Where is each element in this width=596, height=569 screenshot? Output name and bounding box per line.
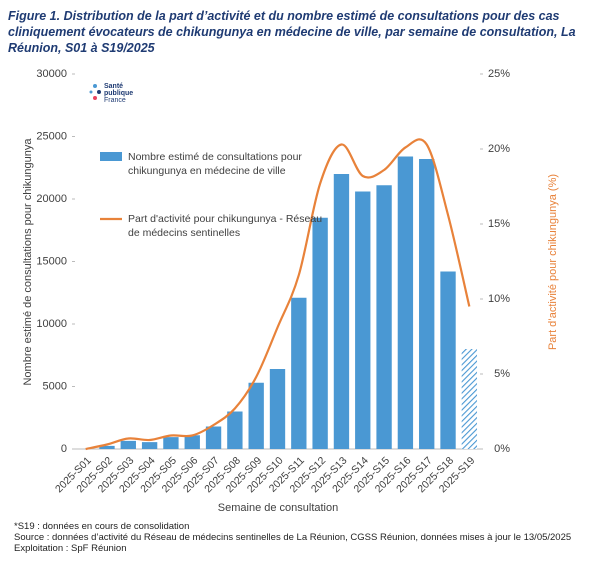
y2-tick-label: 15% xyxy=(488,218,510,230)
y-tick-label: 5000 xyxy=(43,380,67,392)
note: Exploitation : SpF Réunion xyxy=(14,543,127,554)
y-tick-label: 10000 xyxy=(36,318,67,330)
y-tick-label: 0 xyxy=(61,443,67,455)
bar xyxy=(440,271,456,449)
y-tick-label: 25000 xyxy=(36,130,67,142)
legend-entry: Part d'activité pour chikungunya - Résea… xyxy=(100,212,328,240)
bar xyxy=(120,440,136,449)
legend-entry: Nombre estimé de consultations pour chik… xyxy=(100,150,328,178)
y-tick-label: 20000 xyxy=(36,193,67,205)
y2-tick-label: 0% xyxy=(494,443,510,455)
bar xyxy=(461,349,478,449)
bar xyxy=(397,156,414,449)
legend-label: Part d'activité pour chikungunya - Résea… xyxy=(128,213,323,239)
legend-label: Nombre estimé de consultations pour chik… xyxy=(128,151,302,177)
bar xyxy=(163,437,179,449)
bar xyxy=(248,382,264,449)
note: Source : données d’activité du Réseau de… xyxy=(14,532,572,543)
bar xyxy=(312,217,328,449)
y2-tick-label: 5% xyxy=(494,368,510,380)
logo-text: publique xyxy=(104,90,133,97)
bar xyxy=(141,442,158,449)
bar xyxy=(291,297,307,449)
bar xyxy=(269,369,286,449)
chart-title: Figure 1. Distribution de la part d’acti… xyxy=(8,9,576,55)
logo: Santé publique France xyxy=(89,83,133,104)
bar xyxy=(355,191,371,449)
logo-text: France xyxy=(104,97,126,104)
bar xyxy=(184,435,200,449)
x-axis-title: Semaine de consultation xyxy=(218,502,338,514)
logo-text: Santé xyxy=(104,83,123,90)
bar xyxy=(205,426,222,449)
bar xyxy=(227,411,243,449)
y-tick-label: 15000 xyxy=(36,255,67,267)
note: *S19 : données en cours de consolidation xyxy=(14,521,190,532)
bar xyxy=(99,445,115,449)
bar xyxy=(333,174,350,449)
bar xyxy=(419,159,435,449)
y2-axis-title: Part d’activité pour chikungunya (%) xyxy=(547,174,559,350)
y2-tick-label: 10% xyxy=(488,293,510,305)
y-axis-title: Nombre estimé de consultations pour chik… xyxy=(22,138,34,386)
line xyxy=(85,138,471,451)
y-tick-label: 30000 xyxy=(36,68,67,80)
bar xyxy=(376,185,392,449)
y2-tick-label: 20% xyxy=(488,143,510,155)
y2-tick-label: 25% xyxy=(488,68,510,80)
legend-swatch xyxy=(100,152,122,161)
